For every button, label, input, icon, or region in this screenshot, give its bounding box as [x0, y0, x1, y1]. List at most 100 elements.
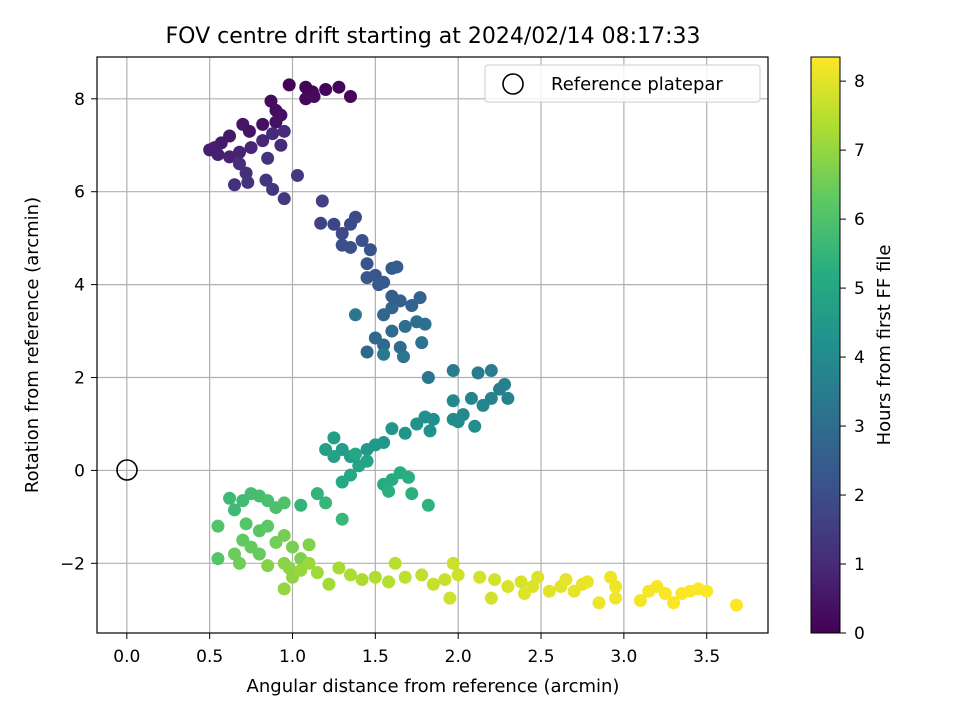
- scatter-point-167: [531, 570, 545, 584]
- scatter-point-125: [211, 552, 225, 566]
- scatter-point-116: [223, 491, 237, 505]
- scatter-point-48: [360, 271, 374, 285]
- scatter-point-101: [360, 454, 374, 468]
- scatter-point-21: [232, 145, 246, 159]
- scatter-point-133: [232, 556, 246, 570]
- scatter-point-112: [310, 487, 324, 501]
- chart-title: FOV centre drift starting at 2024/02/14 …: [166, 24, 701, 49]
- scatter-point-109: [382, 484, 396, 498]
- scatter-point-117: [228, 503, 242, 517]
- scatter-point-188: [730, 598, 744, 612]
- colorbar-tick-label-5: 5: [854, 279, 865, 299]
- scatter-point-174: [580, 575, 594, 589]
- scatter-point-20: [223, 150, 237, 164]
- scatter-point-164: [501, 580, 515, 594]
- x-tick-label-5: 2.5: [527, 647, 554, 667]
- scatter-point-0: [282, 78, 296, 92]
- scatter-point-50: [377, 275, 391, 289]
- scatter-point-90: [398, 426, 412, 440]
- scatter-point-3: [319, 83, 333, 97]
- scatter-point-111: [421, 498, 435, 512]
- colorbar-tick-label-0: 0: [854, 624, 865, 644]
- scatter-point-114: [319, 496, 333, 510]
- scatter-point-175: [592, 596, 606, 610]
- scatter-point-46: [360, 257, 374, 271]
- scatter-point-22: [244, 141, 258, 155]
- scatter-point-94: [360, 443, 374, 457]
- scatter-point-149: [343, 568, 357, 582]
- scatter-point-162: [484, 591, 498, 605]
- scatter-point-32: [259, 173, 273, 187]
- scatter-point-61: [377, 338, 391, 352]
- colorbar-tick-label-3: 3: [854, 417, 865, 437]
- scatter-point-88: [410, 417, 424, 431]
- y-tick-label-0: −2: [60, 554, 85, 574]
- scatter-point-12: [269, 115, 283, 129]
- scatter-points: [203, 78, 744, 612]
- scatter-point-67: [415, 336, 429, 350]
- colorbar-ticks: 0 1 2 3 4 5 6 7 8: [840, 72, 865, 644]
- scatter-point-52: [390, 260, 404, 274]
- colorbar-tick-label-6: 6: [854, 210, 865, 230]
- scatter-point-136: [286, 540, 300, 554]
- colorbar: [810, 56, 841, 634]
- scatter-point-163: [488, 573, 502, 587]
- scatter-point-36: [315, 194, 329, 208]
- plot-frame: [96, 56, 769, 634]
- x-tick-label-2: 1.0: [279, 647, 306, 667]
- x-tick-label-7: 3.5: [693, 647, 720, 667]
- scatter-point-123: [277, 496, 291, 510]
- scatter-point-165: [514, 575, 528, 589]
- y-tick-label-5: 8: [74, 90, 85, 110]
- colorbar-tick-label-4: 4: [854, 348, 865, 368]
- scatter-point-60: [360, 345, 374, 359]
- scatter-point-55: [405, 299, 419, 313]
- scatter-point-157: [438, 573, 452, 587]
- x-tick-label-3: 1.5: [362, 647, 389, 667]
- scatter-point-156: [426, 577, 440, 591]
- scatter-point-30: [241, 175, 255, 189]
- scatter-point-45: [363, 243, 377, 257]
- y-tick-label-1: 0: [74, 461, 85, 481]
- scatter-point-178: [609, 591, 623, 605]
- scatter-point-11: [256, 117, 270, 131]
- legend-box: [484, 64, 761, 103]
- scatter-point-44: [355, 233, 369, 247]
- scatter-point-126: [239, 517, 253, 531]
- scatter-point-148: [332, 561, 346, 575]
- scatter-point-115: [335, 512, 349, 526]
- reference-platepar-marker: [116, 459, 138, 481]
- scatter-point-77: [501, 391, 515, 405]
- x-tick-label-4: 2.0: [445, 647, 472, 667]
- scatter-point-56: [413, 291, 427, 305]
- y-tick-label-2: 2: [74, 369, 85, 389]
- y-tick-label-3: 4: [74, 276, 85, 296]
- scatter-point-31: [261, 151, 275, 165]
- scatter-point-27: [232, 157, 246, 171]
- scatter-point-135: [277, 528, 291, 542]
- scatter-point-70: [348, 308, 362, 322]
- scatter-point-154: [398, 570, 412, 584]
- scatter-point-128: [261, 519, 275, 533]
- scatter-point-74: [484, 364, 498, 378]
- scatter-point-152: [382, 575, 396, 589]
- scatter-point-108: [401, 470, 415, 484]
- scatter-point-145: [302, 556, 316, 570]
- scatter-point-79: [476, 398, 490, 412]
- scatter-point-19: [211, 148, 225, 162]
- scatter-point-39: [335, 227, 349, 241]
- scatter-point-177: [609, 580, 623, 594]
- scatter-point-58: [377, 308, 391, 322]
- colorbar-label: Hours from first FF file: [874, 245, 895, 446]
- scatter-point-113: [294, 498, 308, 512]
- scatter-point-24: [266, 127, 280, 141]
- colorbar-tick-label-1: 1: [854, 555, 865, 575]
- y-axis-label: Rotation from reference (arcmin): [22, 197, 43, 493]
- scatter-point-158: [446, 556, 460, 570]
- scatter-point-91: [385, 422, 399, 436]
- scatter-point-138: [302, 538, 316, 552]
- scatter-point-25: [274, 138, 288, 152]
- scatter-point-110: [405, 487, 419, 501]
- scatter-point-38: [327, 217, 341, 231]
